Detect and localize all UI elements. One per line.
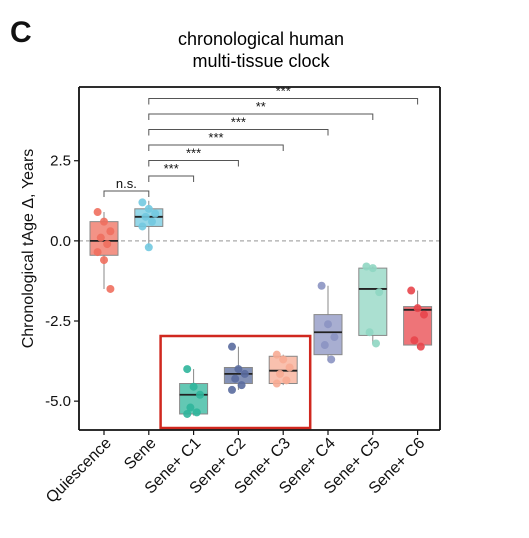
box-group-0 bbox=[89, 208, 119, 293]
significance-label: ** bbox=[256, 99, 266, 114]
y-axis-label: Chronological tAge Δ, Years bbox=[20, 149, 37, 349]
data-point bbox=[420, 310, 428, 319]
significance-label: n.s. bbox=[116, 176, 137, 191]
data-point bbox=[365, 328, 374, 337]
box-group-1 bbox=[134, 198, 164, 252]
significance-bracket-0: n.s. bbox=[103, 176, 150, 197]
significance-label: *** bbox=[164, 161, 179, 176]
significance-bracket-4: *** bbox=[148, 115, 329, 136]
x-tick-label: Quiescence bbox=[43, 435, 115, 507]
significance-label: *** bbox=[231, 115, 246, 130]
data-point bbox=[324, 320, 332, 329]
box-group-4 bbox=[268, 350, 298, 388]
data-point bbox=[410, 336, 419, 345]
data-point bbox=[231, 374, 240, 383]
bracket-line bbox=[148, 144, 284, 151]
significance-bracket-5: ** bbox=[148, 99, 374, 120]
y-tick-label: 2.5 bbox=[50, 153, 71, 170]
significance-bracket-3: *** bbox=[148, 130, 284, 151]
data-point bbox=[189, 382, 198, 391]
data-point bbox=[320, 341, 329, 350]
data-point bbox=[196, 390, 204, 399]
y-tick-label: -2.5 bbox=[45, 313, 71, 330]
data-point bbox=[272, 350, 281, 359]
bracket-line bbox=[148, 98, 419, 105]
data-point bbox=[368, 264, 377, 273]
data-point bbox=[144, 204, 153, 213]
data-point bbox=[413, 304, 422, 313]
bracket-line bbox=[148, 129, 329, 136]
significance-label: *** bbox=[276, 84, 291, 99]
significance-label: *** bbox=[186, 146, 201, 161]
data-point bbox=[327, 355, 336, 364]
bracket-line bbox=[103, 190, 150, 197]
data-point bbox=[144, 243, 153, 252]
y-tick-label: -5.0 bbox=[45, 393, 71, 410]
data-point bbox=[148, 217, 156, 226]
significance-bracket-1: *** bbox=[148, 161, 195, 182]
box-group-5 bbox=[313, 281, 343, 364]
data-point bbox=[375, 288, 384, 297]
bracket-line bbox=[148, 160, 239, 167]
data-point bbox=[93, 248, 102, 257]
data-point bbox=[282, 376, 291, 385]
data-point bbox=[183, 409, 192, 418]
highlight-box bbox=[159, 334, 312, 430]
y-tick-label: 0.0 bbox=[50, 233, 71, 250]
x-tick-label: Sene bbox=[121, 435, 160, 474]
chart-title-line: chronological human bbox=[178, 29, 344, 49]
data-point bbox=[272, 379, 281, 388]
data-point bbox=[276, 369, 284, 378]
data-point bbox=[372, 339, 380, 348]
data-point bbox=[234, 365, 243, 374]
bracket-line bbox=[148, 175, 195, 182]
data-point bbox=[330, 333, 339, 342]
data-point bbox=[317, 281, 326, 290]
box-group-6 bbox=[358, 262, 388, 348]
data-point bbox=[279, 355, 288, 364]
data-point bbox=[183, 365, 192, 374]
bracket-line bbox=[148, 113, 374, 120]
data-point bbox=[138, 222, 147, 231]
data-point bbox=[407, 286, 416, 295]
data-point bbox=[93, 208, 102, 217]
data-point bbox=[141, 212, 150, 221]
significance-label: *** bbox=[208, 130, 223, 145]
data-point bbox=[100, 217, 108, 226]
box-group-2 bbox=[179, 365, 209, 418]
data-point bbox=[106, 227, 115, 236]
data-point bbox=[285, 363, 294, 372]
data-point bbox=[138, 198, 147, 207]
panel-letter: C bbox=[10, 16, 32, 49]
significance-bracket-2: *** bbox=[148, 146, 239, 167]
data-point bbox=[96, 233, 105, 242]
data-point bbox=[151, 209, 160, 218]
data-point bbox=[228, 342, 236, 351]
data-point bbox=[103, 240, 112, 249]
significance-bracket-6: *** bbox=[148, 84, 419, 105]
data-point bbox=[192, 408, 201, 417]
box-group-7 bbox=[403, 286, 433, 351]
data-point bbox=[100, 256, 108, 265]
box-group-3 bbox=[223, 342, 253, 394]
data-point bbox=[186, 403, 195, 412]
data-point bbox=[228, 385, 236, 394]
data-point bbox=[362, 262, 371, 271]
data-point bbox=[416, 342, 425, 351]
data-point bbox=[106, 284, 115, 293]
box bbox=[358, 267, 388, 336]
chart-title-line: multi-tissue clock bbox=[192, 51, 330, 71]
data-point bbox=[240, 369, 249, 378]
data-point bbox=[237, 381, 246, 390]
